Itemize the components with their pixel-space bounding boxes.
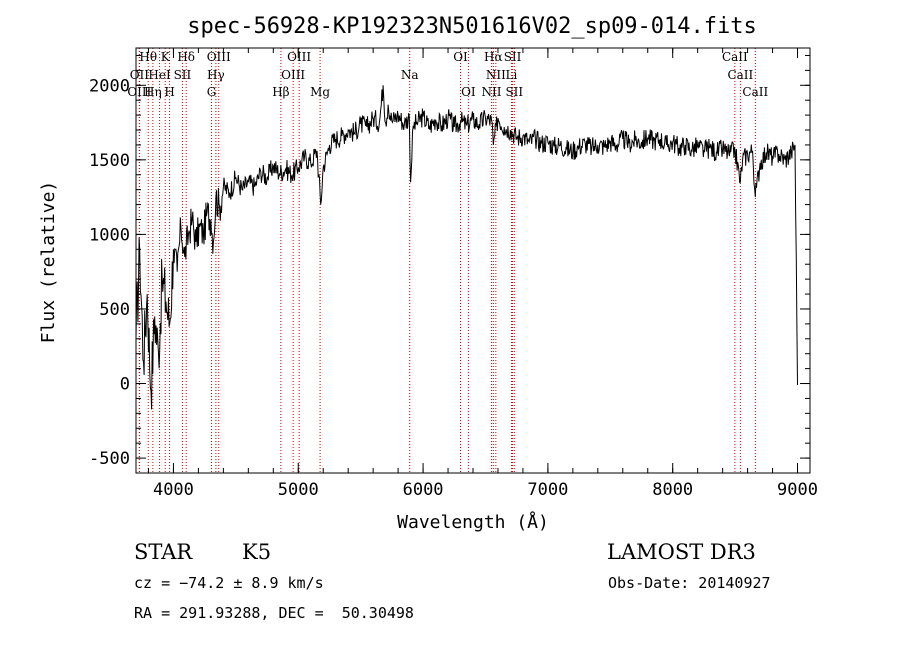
line-marker-label: Na xyxy=(401,68,419,82)
line-marker-label: OIII xyxy=(207,50,231,64)
x-axis-label: Wavelength (Å) xyxy=(397,511,549,533)
x-tick-label: 9000 xyxy=(777,480,818,500)
plot-frame xyxy=(135,47,811,474)
survey-name: LAMOST DR3 xyxy=(607,540,756,564)
line-marker-label: CaII xyxy=(722,50,748,64)
y-axis-label: Flux (relative) xyxy=(38,181,59,344)
line-marker-label: Hα xyxy=(484,50,503,64)
line-marker-label: Hδ xyxy=(177,50,195,64)
line-marker-label: OI xyxy=(453,50,468,64)
object-class: STAR xyxy=(134,540,193,564)
line-marker-label: OIII xyxy=(281,68,305,82)
x-tick-label: 7000 xyxy=(527,480,568,500)
y-axis-ticks: -500 0 500 1000 1500 2000 xyxy=(89,54,810,469)
x-tick-label: 5000 xyxy=(278,480,319,500)
coordinates-readout: RA = 291.93288, DEC = 50.30498 xyxy=(134,604,414,622)
line-markers xyxy=(138,48,756,473)
y-tick-label: 2000 xyxy=(89,76,130,96)
line-marker-label: Hθ xyxy=(139,50,157,64)
line-marker-label: SII xyxy=(504,50,522,64)
y-tick-label: 0 xyxy=(120,375,130,395)
flux-series-line xyxy=(135,85,798,410)
x-tick-label: 8000 xyxy=(652,480,693,500)
x-tick-label: 6000 xyxy=(403,480,444,500)
line-marker-label: CaII xyxy=(727,68,753,82)
line-marker-label: OI xyxy=(461,85,476,99)
line-marker-label: H xyxy=(164,85,174,99)
y-tick-label: 1000 xyxy=(89,225,130,245)
y-tick-label: 500 xyxy=(99,300,130,320)
line-marker-label: G xyxy=(207,85,217,99)
line-marker-label: OIII xyxy=(127,85,151,99)
line-marker-label: SII xyxy=(505,85,523,99)
y-tick-label: 1500 xyxy=(89,151,130,171)
line-marker-label: Li xyxy=(506,68,518,82)
chart-title: spec-56928-KP192323N501616V02_sp09-014.f… xyxy=(187,14,757,39)
line-marker-label: SII xyxy=(174,68,192,82)
y-tick-label: -500 xyxy=(89,449,130,469)
x-axis-ticks: 4000 5000 6000 7000 8000 9000 xyxy=(147,48,818,500)
line-marker-label: CaII xyxy=(742,85,768,99)
line-marker-label: Hη xyxy=(144,85,162,99)
line-marker-label: K xyxy=(161,50,171,64)
line-marker-label: Mg xyxy=(310,85,330,99)
line-marker-label: Hγ xyxy=(207,68,225,82)
line-marker-label: OIII xyxy=(287,50,311,64)
line-marker-label: NII xyxy=(481,85,501,99)
x-tick-label: 4000 xyxy=(153,480,194,500)
line-marker-label: OII xyxy=(130,68,150,82)
line-marker-label: HeI xyxy=(148,68,171,82)
line-marker-label: NII xyxy=(486,68,506,82)
redshift-readout: cz = −74.2 ± 8.9 km/s xyxy=(134,574,324,592)
object-subclass: K5 xyxy=(242,540,272,564)
line-marker-label: Hβ xyxy=(272,85,289,99)
observation-date: Obs-Date: 20140927 xyxy=(608,574,771,592)
